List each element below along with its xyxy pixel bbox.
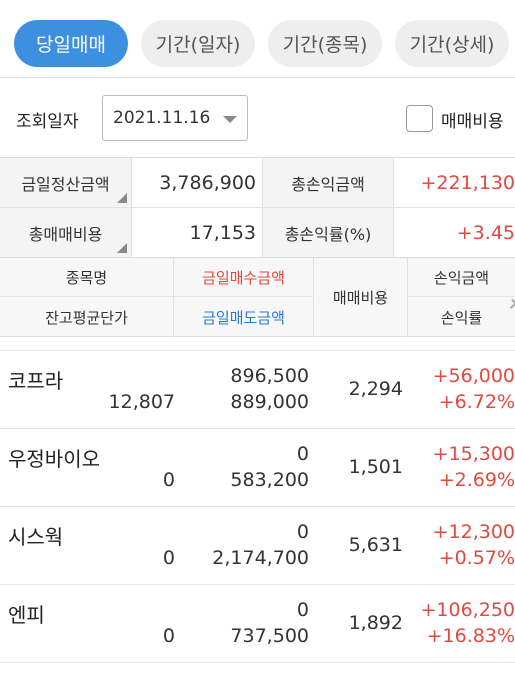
total-fee-label-text: 총매매비용 [28, 224, 103, 244]
table-row[interactable]: 우정바이오 0 0 583,200 1,501 +15,300 +2.69% [0, 429, 515, 507]
avg-price: 0 [162, 469, 175, 491]
pl-rate: +6.72% [438, 391, 515, 413]
today-settlement-label-text: 금일정산금액 [21, 174, 110, 194]
header-pl-amount: 손익금액 [408, 258, 515, 297]
avg-price: 12,807 [108, 391, 175, 413]
corner-triangle-icon [117, 193, 127, 203]
pl-rate: +2.69% [438, 469, 515, 491]
table-header: 종목명 잔고평균단가 금일매수금액 금일매도금액 매매비용 손익금액 손익률 [0, 257, 515, 337]
total-pl-rate-label: 총손익률(%) [262, 208, 394, 257]
header-buy-amount: 금일매수금액 [174, 258, 314, 297]
table-row[interactable]: 코프라 12,807 896,500 889,000 2,294 +56,000… [0, 351, 515, 429]
header-sell-amount: 금일매도금액 [174, 297, 314, 337]
sell-amount: 737,500 [230, 625, 309, 647]
table-row[interactable]: 시스웍 0 0 2,174,700 5,631 +12,300 +0.57% [0, 507, 515, 585]
total-fee-value: 17,153 [189, 221, 256, 244]
pl-amount: +56,000 [432, 365, 515, 387]
total-fee-label[interactable]: 총매매비용 [0, 208, 132, 257]
tab-period-stock[interactable]: 기간(종목) [268, 20, 382, 67]
avg-price: 0 [162, 547, 175, 569]
pl-rate: +16.83% [426, 625, 515, 647]
summary-row: 금일정산금액 3,786,900 총손익금액 +221,130 [0, 158, 515, 208]
summary-table: 금일정산금액 3,786,900 총손익금액 +221,130 총매매비용 17… [0, 157, 515, 258]
today-settlement-value: 3,786,900 [159, 171, 256, 194]
pl-amount: +106,250 [420, 599, 515, 621]
avg-price: 0 [162, 625, 175, 647]
header-stock-name: 종목명 [0, 258, 174, 297]
buy-amount: 0 [296, 599, 309, 621]
filter-row: 조회일자 2021.11.16 매매비용 [0, 78, 515, 158]
summary-row: 총매매비용 17,153 총손익률(%) +3.45 [0, 208, 515, 258]
stock-name: 시스웍 [8, 525, 64, 549]
pl-rate: +0.57% [438, 547, 515, 569]
tab-today-trades[interactable]: 당일매매 [14, 20, 128, 67]
header-fee: 매매비용 [314, 258, 408, 337]
fee-amount: 2,294 [348, 378, 403, 400]
chevron-down-icon [223, 116, 237, 123]
pl-amount: +15,300 [432, 443, 515, 465]
fee-checkbox[interactable] [406, 105, 433, 132]
date-select[interactable]: 2021.11.16 [102, 95, 248, 141]
total-pl-label: 총손익금액 [262, 158, 394, 207]
sell-amount: 583,200 [230, 469, 309, 491]
fee-checkbox-label[interactable]: 매매비용 [441, 112, 504, 132]
sell-amount: 889,000 [230, 391, 309, 413]
today-settlement-label[interactable]: 금일정산금액 [0, 158, 132, 207]
fee-amount: 5,631 [348, 534, 403, 556]
date-value: 2021.11.16 [113, 108, 211, 128]
tab-bar: 당일매매 기간(일자) 기간(종목) 기간(상세) [0, 0, 515, 78]
stock-name: 코프라 [8, 369, 64, 393]
corner-triangle-icon [117, 243, 127, 253]
buy-amount: 0 [296, 443, 309, 465]
table-row[interactable]: 엔피 0 0 737,500 1,892 +106,250 +16.83% [0, 585, 515, 663]
header-pl-rate: 손익률 [440, 308, 483, 327]
tab-period-detail[interactable]: 기간(상세) [395, 20, 509, 67]
query-date-label: 조회일자 [16, 112, 79, 132]
trade-list: 코프라 12,807 896,500 889,000 2,294 +56,000… [0, 350, 515, 663]
buy-amount: 0 [296, 521, 309, 543]
buy-amount: 896,500 [230, 365, 309, 387]
total-pl-rate-value: +3.45 [456, 221, 515, 244]
tab-period-date[interactable]: 기간(일자) [141, 20, 255, 67]
pl-amount: +12,300 [432, 521, 515, 543]
total-pl-value: +221,130 [420, 171, 515, 194]
fee-amount: 1,892 [348, 612, 403, 634]
stock-name: 엔피 [8, 603, 45, 627]
sell-amount: 2,174,700 [212, 547, 309, 569]
header-avg-price: 잔고평균단가 [0, 297, 174, 337]
stock-name: 우정바이오 [8, 447, 100, 471]
fee-amount: 1,501 [348, 456, 403, 478]
